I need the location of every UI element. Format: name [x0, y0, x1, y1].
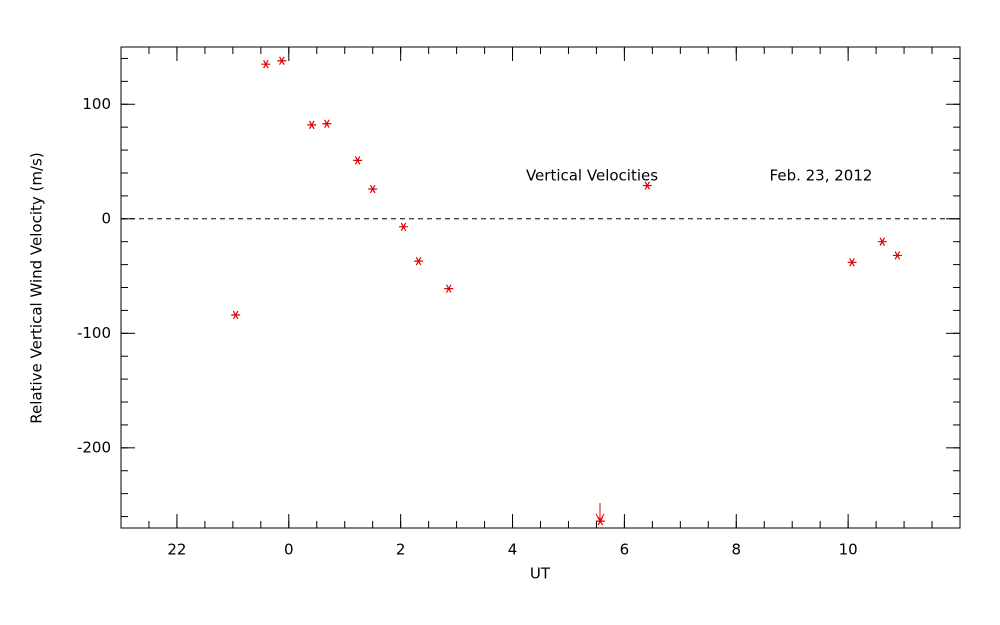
y-axis-label: Relative Vertical Wind Velocity (m/s) [28, 152, 46, 423]
point [307, 120, 317, 130]
point [398, 222, 408, 231]
point [444, 284, 454, 293]
point [277, 56, 287, 65]
point [414, 256, 424, 266]
point [322, 119, 332, 128]
point [231, 310, 241, 320]
point [642, 181, 652, 190]
point [877, 237, 887, 246]
point [261, 59, 271, 69]
y-tick-label: 0 [101, 209, 111, 227]
plot-frame [120, 46, 961, 529]
y-tick-label: 100 [82, 95, 111, 113]
annotation: Vertical Velocities [526, 167, 658, 185]
y-tick-label: -100 [77, 324, 111, 342]
point [368, 184, 378, 194]
x-tick-label: 0 [284, 541, 294, 559]
x-tick-label: 2 [396, 541, 406, 559]
annotation: Feb. 23, 2012 [770, 167, 873, 185]
point [847, 258, 857, 267]
x-tick-label: 4 [508, 541, 518, 559]
x-tick-label: 10 [839, 541, 858, 559]
x-tick-label: 6 [620, 541, 630, 559]
point [353, 156, 363, 165]
x-axis-label: UT [530, 565, 551, 583]
x-tick-label: 8 [731, 541, 741, 559]
point [892, 251, 902, 260]
x-tick-label: 22 [167, 541, 186, 559]
y-tick-label: -200 [77, 438, 111, 456]
point [595, 516, 605, 526]
offscale-arrow [595, 503, 605, 523]
